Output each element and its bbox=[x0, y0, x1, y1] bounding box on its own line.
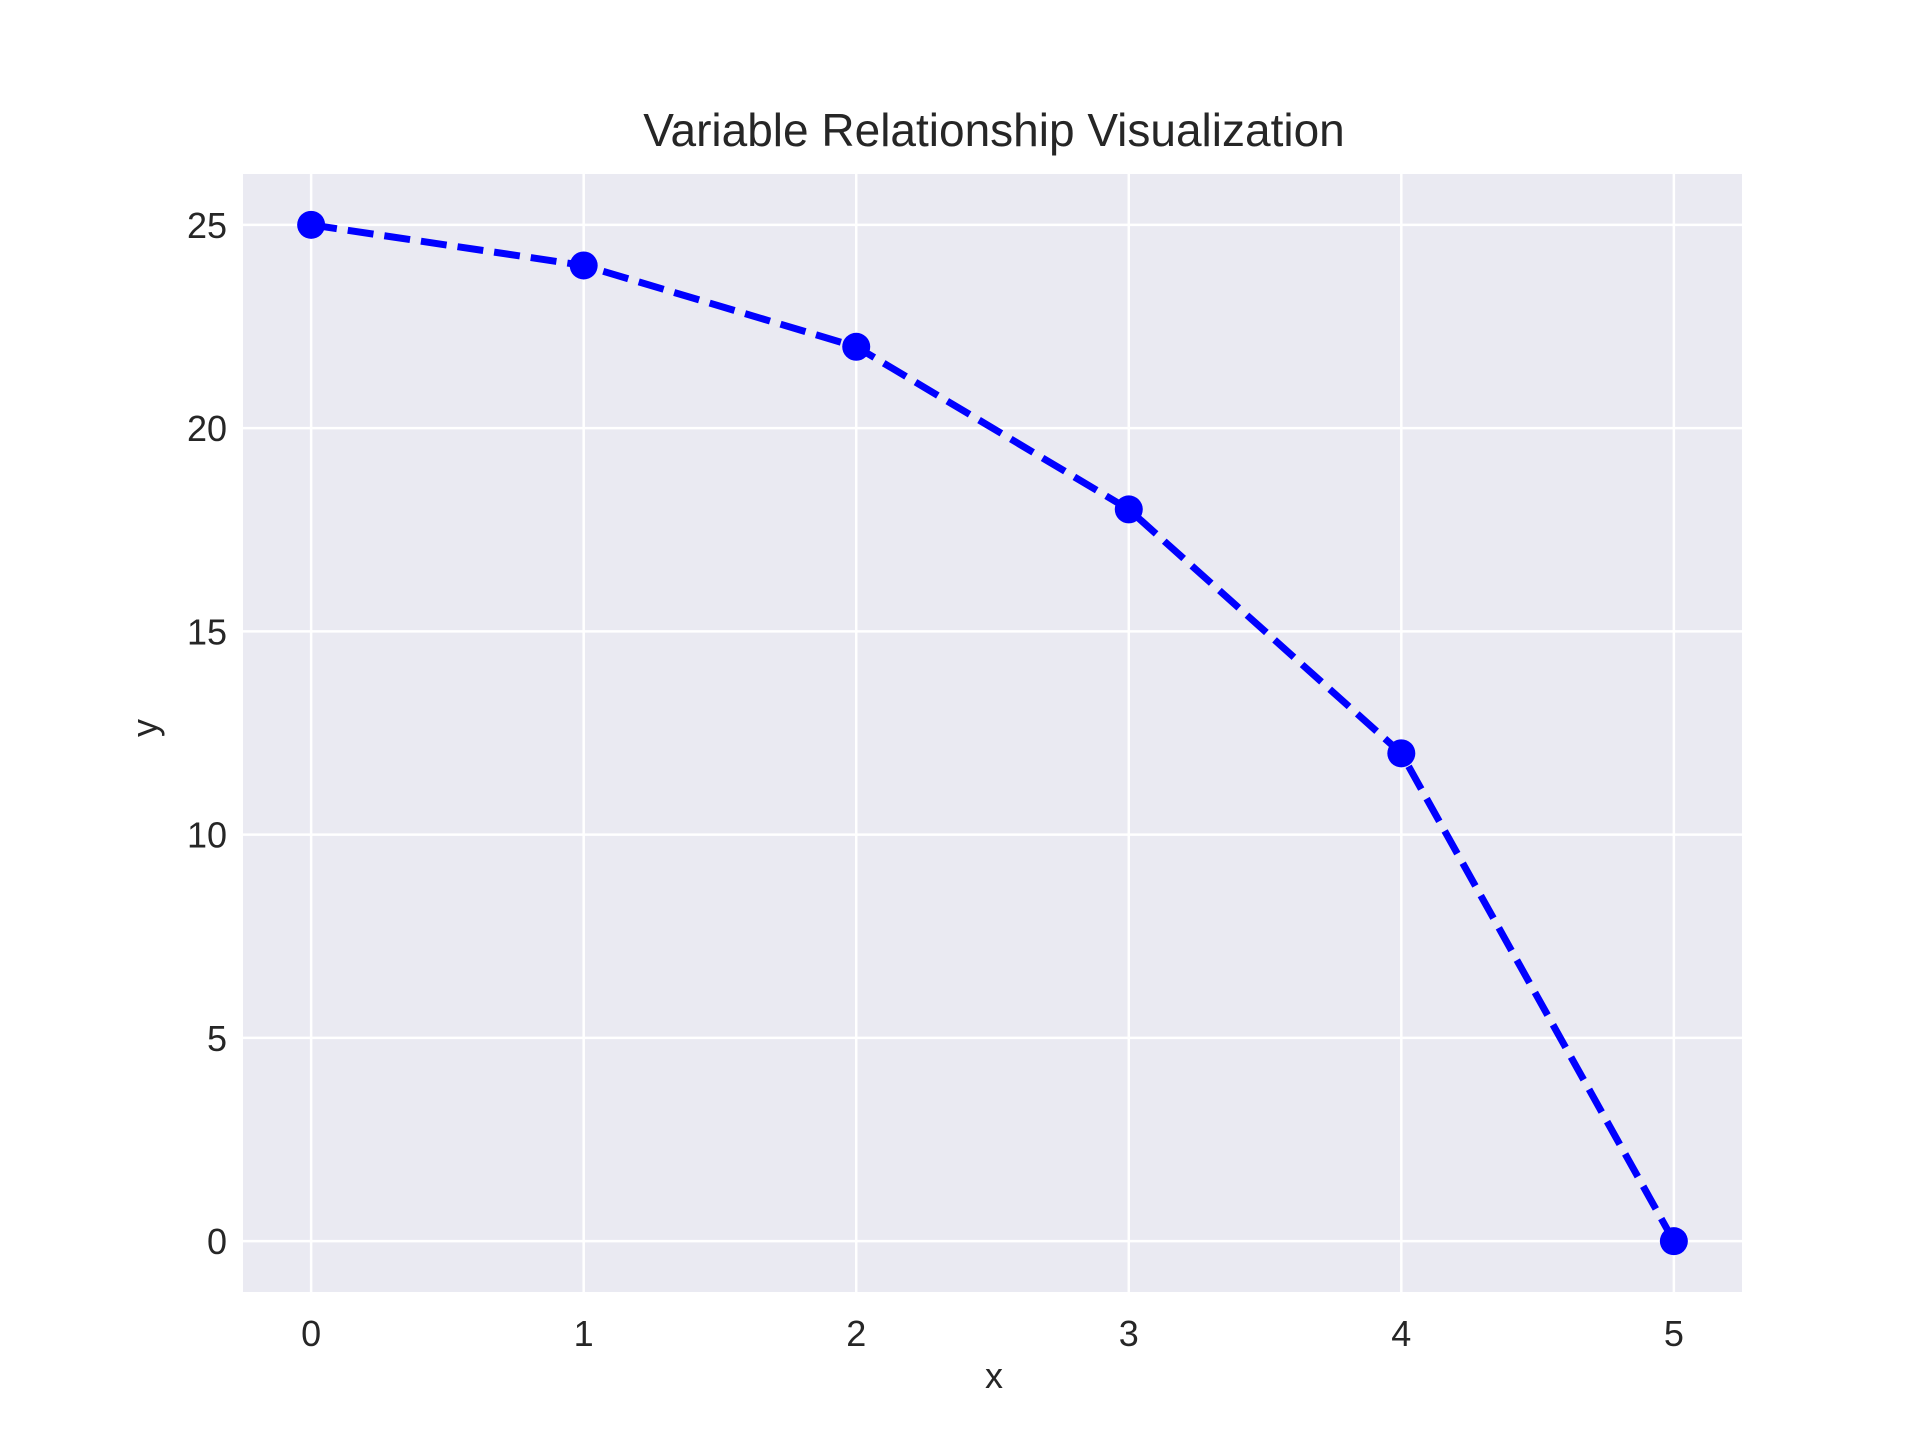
data-point bbox=[297, 210, 326, 239]
y-tick-label: 10 bbox=[187, 815, 227, 856]
x-tick-label: 3 bbox=[1119, 1313, 1139, 1354]
data-point bbox=[569, 251, 598, 280]
x-tick-label: 5 bbox=[1664, 1313, 1684, 1354]
y-tick-label: 15 bbox=[187, 611, 227, 652]
data-point bbox=[1659, 1227, 1688, 1256]
tick-labels: 0 1 2 3 4 5 0 5 10 15 20 25 bbox=[187, 205, 1684, 1354]
y-tick-label: 20 bbox=[187, 408, 227, 449]
y-tick-label: 0 bbox=[207, 1221, 227, 1262]
x-tick-label: 4 bbox=[1391, 1313, 1411, 1354]
data-series bbox=[297, 210, 1688, 1256]
data-point bbox=[1387, 739, 1416, 768]
chart-title: Variable Relationship Visualization bbox=[643, 104, 1345, 156]
x-axis-label: x bbox=[985, 1355, 1003, 1396]
data-point bbox=[1114, 495, 1143, 524]
series-line bbox=[310, 221, 1677, 1243]
x-tick-label: 0 bbox=[301, 1313, 321, 1354]
data-point bbox=[842, 332, 871, 361]
y-tick-label: 25 bbox=[187, 205, 227, 246]
x-tick-label: 2 bbox=[846, 1313, 866, 1354]
y-axis-label: y bbox=[124, 719, 165, 737]
x-tick-label: 1 bbox=[574, 1313, 594, 1354]
y-tick-label: 5 bbox=[207, 1018, 227, 1059]
plot-area bbox=[243, 174, 1742, 1292]
